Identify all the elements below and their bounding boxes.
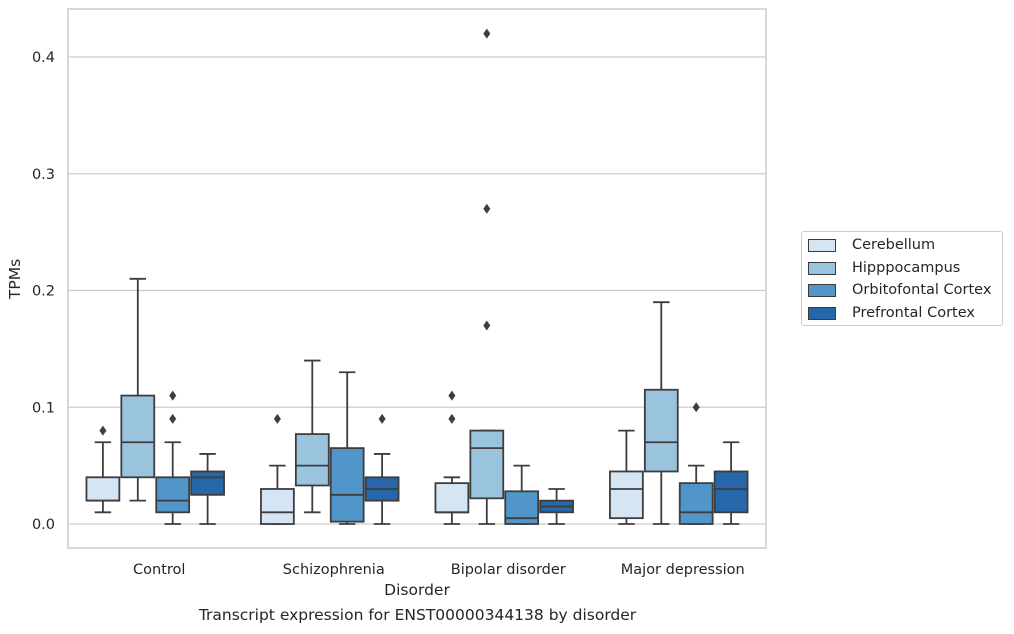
legend-swatch-orbitofontal-cortex: [808, 283, 836, 297]
outlier-point: [169, 390, 177, 401]
box-group: [643, 301, 679, 525]
x-tick-label: Major depression: [621, 562, 745, 578]
box: [260, 488, 295, 525]
legend-swatch-cerebellum: [808, 238, 836, 252]
x-tick-labels: Control Schizophrenia Bipolar disorder Majo…: [133, 562, 745, 578]
box-group: [329, 371, 365, 525]
legend-label-orbitofontal-cortex: Orbitofontal Cortex: [852, 282, 992, 298]
box-group: [539, 488, 574, 525]
box: [294, 433, 330, 487]
y-tick-label: 0.4: [32, 50, 55, 66]
box: [643, 388, 679, 473]
legend-item-orbitofontal-cortex: Orbitofontal Cortex: [808, 280, 991, 300]
box-group: [155, 390, 191, 525]
box-group: [260, 413, 295, 525]
box-group: [294, 359, 330, 514]
box: [329, 447, 365, 523]
outlier-point: [483, 203, 491, 214]
box-group: [609, 429, 644, 525]
legend-item-hipppocampus: Hipppocampus: [808, 258, 960, 278]
y-tick-label: 0.0: [32, 517, 55, 533]
legend-label-prefrontal-cortex: Prefrontal Cortex: [852, 305, 975, 321]
outlier-point: [692, 402, 700, 413]
outlier-point: [99, 425, 107, 436]
box: [120, 394, 156, 479]
box-group: [120, 277, 156, 502]
box-group: [678, 402, 714, 525]
outlier-point: [448, 390, 456, 401]
box: [609, 470, 644, 520]
box: [713, 470, 749, 514]
box-group: [504, 464, 540, 525]
legend-item-cerebellum: Cerebellum: [808, 235, 935, 255]
legend-label-cerebellum: Cerebellum: [852, 237, 936, 253]
box-group: [85, 425, 121, 514]
box-plot-series: [85, 28, 749, 525]
y-tick-label: 0.1: [32, 400, 55, 416]
legend-label-hipppocampus: Hipppocampus: [852, 260, 961, 276]
outlier-point: [169, 413, 177, 424]
box-group: [364, 413, 400, 525]
y-tick-label: 0.2: [32, 284, 55, 300]
box-group: [190, 453, 225, 525]
box: [190, 470, 225, 496]
outlier-point: [273, 413, 281, 424]
box: [85, 476, 121, 502]
y-axis-label: TPMs: [6, 259, 24, 300]
y-tick-labels: 0.0 0.1 0.2 0.3 0.4: [32, 50, 55, 533]
box-group: [713, 441, 749, 525]
outlier-point: [483, 28, 491, 39]
x-tick-label: Bipolar disorder: [451, 562, 566, 578]
legend-swatch-prefrontal-cortex: [808, 306, 836, 320]
box: [504, 490, 540, 525]
box: [469, 429, 505, 500]
legend-swatch-hipppocampus: [808, 261, 836, 275]
x-axis-label: Disorder: [384, 581, 450, 599]
box-group: [469, 28, 505, 525]
outlier-point: [448, 413, 456, 424]
outlier-point: [378, 413, 386, 424]
box-group: [434, 390, 470, 525]
box: [155, 476, 191, 514]
figure-caption: Transcript expression for ENST0000034413…: [198, 606, 637, 624]
box: [434, 482, 470, 514]
legend: Cerebellum Hipppocampus Orbitofontal Cor…: [801, 231, 1003, 326]
x-tick-label: Schizophrenia: [283, 562, 385, 578]
y-tick-label: 0.3: [32, 167, 55, 183]
legend-item-prefrontal-cortex: Prefrontal Cortex: [808, 303, 975, 323]
x-tick-label: Control: [133, 562, 185, 578]
box: [678, 482, 714, 525]
plot-frame: [67, 8, 767, 549]
outlier-point: [483, 320, 491, 331]
